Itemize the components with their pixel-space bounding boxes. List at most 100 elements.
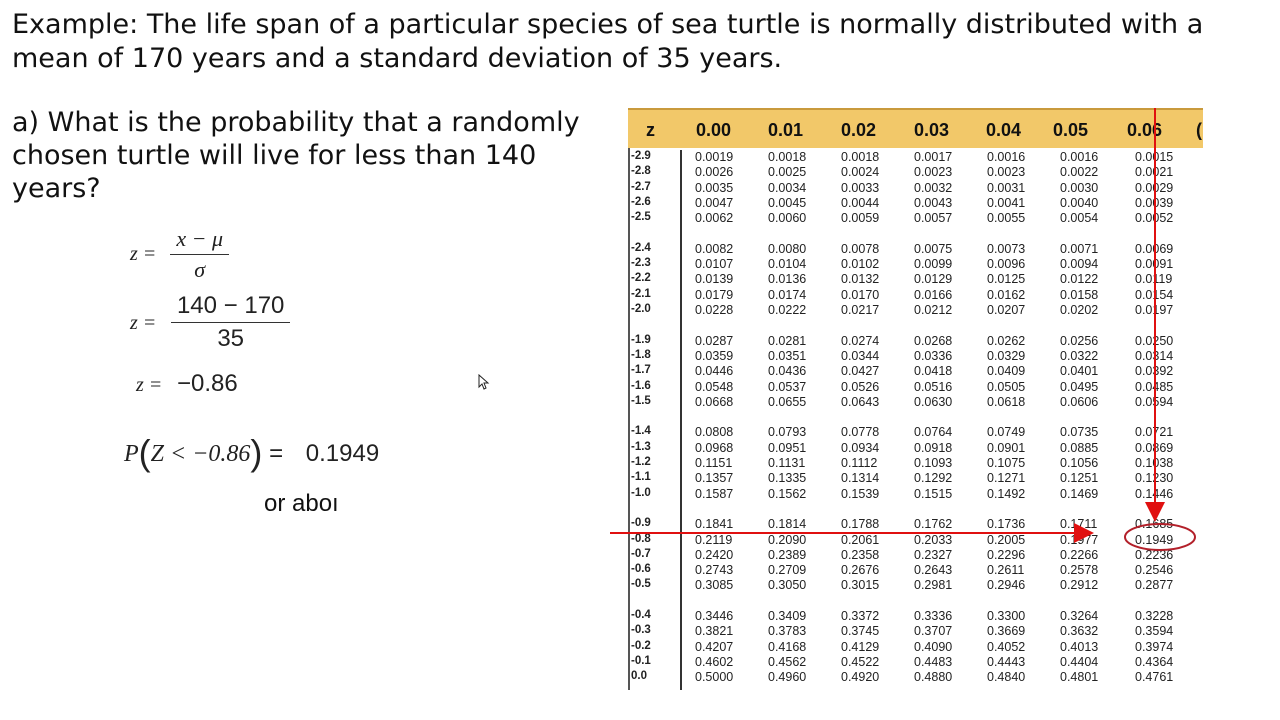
table-row: -1.6 0.0548 0.0537 0.0526 0.0516 0.0505 0.0495…	[628, 380, 1203, 395]
probability-cell: 0.0047	[695, 195, 734, 210]
probability-cell: 0.4404	[1060, 654, 1099, 669]
probability-cell: 0.0044	[841, 195, 880, 210]
probability-cell: 0.4920	[841, 670, 880, 685]
probability-cell: 0.0071	[1060, 241, 1099, 256]
probability-cell: 0.5000	[695, 670, 734, 685]
probability-cell: 0.2578	[1060, 563, 1099, 578]
probability-cell: 0.0526	[841, 379, 880, 394]
probability-cell: 0.2676	[841, 563, 880, 578]
probability-cell: 0.0968	[695, 440, 734, 455]
probability-cell: 0.3015	[841, 578, 880, 593]
table-row: -0.3 0.3821 0.3783 0.3745 0.3707 0.3669 0.3632…	[628, 624, 1203, 639]
probability-cell: 0.1762	[914, 517, 953, 532]
probability-cell: 0.1788	[841, 517, 880, 532]
probability-cell: 0.0735	[1060, 425, 1099, 440]
probability-cell: 0.0024	[841, 165, 880, 180]
probability-cell: 0.0016	[1060, 150, 1099, 164]
probability-cell: 0.0344	[841, 348, 880, 363]
table-row: -0.1 0.4602 0.4562 0.4522 0.4483 0.4443 0.4404…	[628, 655, 1203, 670]
probability-cell: 0.0018	[768, 150, 807, 164]
probability-cell: 0.3264	[1060, 609, 1099, 623]
z-substitution: z = 140 − 170 35	[130, 292, 291, 353]
probability-cell: 0.1056	[1060, 456, 1099, 470]
probability-cell: 0.2546	[1135, 563, 1174, 578]
probability-cell: 0.1515	[914, 486, 953, 501]
probability-cell: 0.0778	[841, 425, 880, 440]
probability-cell: 0.0096	[987, 257, 1026, 272]
probability-cell: 0.0351	[768, 348, 807, 363]
z-formula-denominator: σ	[194, 257, 206, 282]
probability-cell: 0.0901	[987, 440, 1026, 455]
z-value-cell: -0.9	[631, 517, 651, 530]
probability-cell: 0.1492	[987, 486, 1026, 501]
probability-cell: 0.0060	[768, 211, 807, 226]
probability-cell: 0.0055	[987, 211, 1026, 226]
table-row: -1.4 0.0808 0.0793 0.0778 0.0764 0.0749 0.0735…	[628, 425, 1203, 440]
probability-cell: 0.1469	[1060, 486, 1099, 501]
table-row: -0.6 0.2743 0.2709 0.2676 0.2643 0.2611 0.2578…	[628, 563, 1203, 578]
z-value-cell: -2.0	[631, 303, 651, 315]
probability-cell: 0.0446	[695, 364, 734, 379]
probability-cell: 0.0314	[1135, 348, 1174, 363]
probability-cell: 0.4052	[987, 639, 1026, 654]
z-column-header: z	[646, 120, 655, 140]
z-value-cell: -1.8	[631, 348, 651, 361]
z-value-cell: -1.0	[631, 486, 651, 499]
probability-cell: 0.0202	[1060, 303, 1099, 317]
probability-cell: 0.4090	[914, 639, 953, 654]
probability-cell: 0.2709	[768, 563, 807, 578]
probability-cell: 0.3669	[987, 624, 1026, 639]
z-result: z = −0.86	[136, 370, 238, 398]
probability-cell: 0.0099	[914, 257, 953, 272]
column-header: 0.03	[914, 120, 950, 140]
probability-cell: 0.4364	[1135, 654, 1174, 669]
probability-cell: 0.0025	[768, 165, 807, 180]
probability-cell: 0.0059	[841, 211, 880, 226]
probability-cell: 0.0618	[987, 394, 1026, 409]
probability-cell: 0.2327	[914, 547, 953, 562]
probability-cell: 0.0256	[1060, 333, 1099, 348]
probability-cell: 0.0174	[768, 287, 807, 302]
column-header: 0.02	[841, 120, 877, 140]
probability-cell: 0.4013	[1060, 639, 1099, 654]
table-row: -0.5 0.3085 0.3050 0.3015 0.2981 0.2946 0.2912…	[628, 578, 1203, 593]
probability-cell: 0.4562	[768, 654, 807, 669]
probability-cell: 0.0281	[768, 333, 807, 348]
probability-cell: 0.0336	[914, 348, 953, 363]
table-row: -2.1 0.0179 0.0174 0.0170 0.0166 0.0162 0.0158…	[628, 288, 1203, 303]
probability-cell: 0.0035	[695, 180, 734, 195]
probability-cell: 0.0262	[987, 333, 1026, 348]
probability-cell: 0.4129	[841, 639, 880, 654]
open-paren: (	[138, 432, 151, 473]
probability-cell: 0.2981	[914, 578, 953, 593]
z-formula-lhs: z =	[130, 243, 157, 266]
probability-cell: 0.0080	[768, 241, 807, 256]
probability-cell: 0.0495	[1060, 379, 1099, 394]
probability-cell: 0.0019	[695, 150, 734, 164]
probability-cell: 0.0170	[841, 287, 880, 302]
z-substitution-numerator: 140 − 170	[170, 292, 291, 323]
close-paren: )	[250, 432, 263, 473]
table-row: -2.8 0.0026 0.0025 0.0024 0.0023 0.0023 0.0022…	[628, 165, 1203, 180]
probability-cell: 0.3050	[768, 578, 807, 593]
probability-cell: 0.1562	[768, 486, 807, 501]
probability-cell: 0.0764	[914, 425, 953, 440]
probability-cell: 0.0073	[987, 241, 1026, 256]
z-value-cell: -0.7	[631, 547, 651, 560]
probability-cell: 0.1038	[1135, 456, 1174, 470]
probability-cell: 0.0021	[1135, 165, 1174, 180]
probability-cell: 0.0934	[841, 440, 880, 455]
probability-cell: 0.0427	[841, 364, 880, 379]
probability-statement: P(Z < −0.86) = 0.1949	[124, 432, 379, 474]
probability-cell: 0.2236	[1135, 547, 1174, 562]
z-formula-numerator: x − μ	[170, 226, 230, 255]
probability-cell: 0.0869	[1135, 440, 1174, 455]
table-left-border	[628, 148, 630, 690]
table-row: -0.4 0.3446 0.3409 0.3372 0.3336 0.3300 0.3264…	[628, 609, 1203, 624]
probability-cell: 0.0749	[987, 425, 1026, 440]
table-row: -1.2 0.1151 0.1131 0.1112 0.1093 0.1075 0.1056…	[628, 456, 1203, 471]
probability-cell: 0.0212	[914, 303, 953, 317]
probability-cell: 0.0129	[914, 272, 953, 287]
probability-cell: 0.4168	[768, 639, 807, 654]
table-row: 0.0 0.5000 0.4960 0.4920 0.4880 0.4840 0.4801 0…	[628, 670, 1203, 685]
